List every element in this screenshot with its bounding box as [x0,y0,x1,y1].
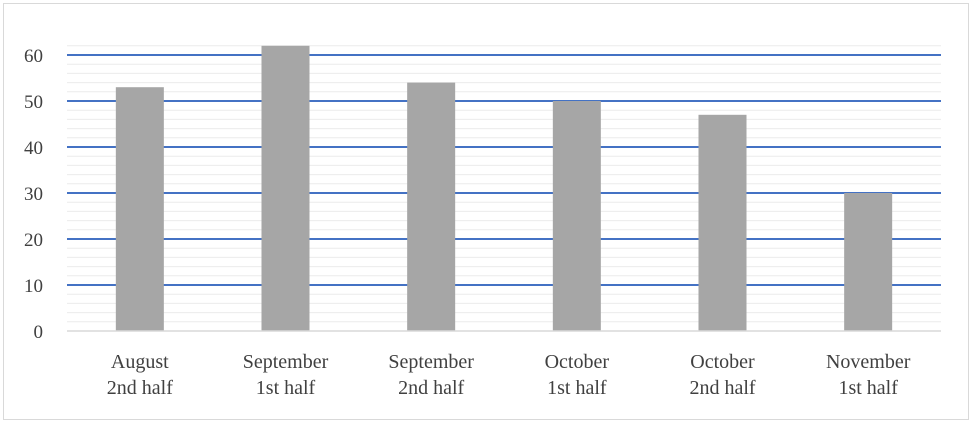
x-tick-label-line: 1st half [547,377,607,399]
x-tick-label-line: September [388,351,474,373]
x-tick-label-line: October [690,351,755,373]
bar [552,101,601,331]
x-tick-label: November 1st half [826,351,911,399]
bar [407,82,456,331]
y-tick-label: 10 [24,276,43,297]
x-tick-label-line: September [243,351,329,373]
y-tick-label: 0 [34,322,44,343]
x-tick-label-line: 2nd half [107,377,173,399]
x-tick-label-line: 1st half [838,377,898,399]
x-tick-label: October 2nd half [689,351,755,399]
x-tick-label: October 1st half [545,351,610,399]
bar [698,114,747,331]
y-axis-tick-labels: 0 10 20 30 40 50 60 [24,46,43,343]
x-tick-label-line: 2nd half [689,377,755,399]
y-tick-label: 60 [24,46,43,67]
x-tick-label-line: August [111,351,169,373]
x-tick-label-line: 2nd half [398,377,464,399]
y-tick-label: 40 [24,138,43,159]
x-tick-label: September 1st half [243,351,329,399]
bar-series [115,45,893,332]
x-tick-label-line: October [545,351,610,373]
y-tick-label: 30 [24,184,43,205]
bar [261,45,310,332]
minor-gridlines [67,45,941,323]
y-tick-label: 20 [24,230,43,251]
x-tick-label-line: 1st half [256,377,316,399]
x-tick-label: September 2nd half [388,351,474,399]
bar [115,87,164,331]
major-gridlines [67,54,941,286]
x-tick-label: August 2nd half [107,351,173,399]
y-tick-label: 50 [24,92,43,113]
x-tick-label-line: November [826,351,911,373]
bar [844,193,893,331]
